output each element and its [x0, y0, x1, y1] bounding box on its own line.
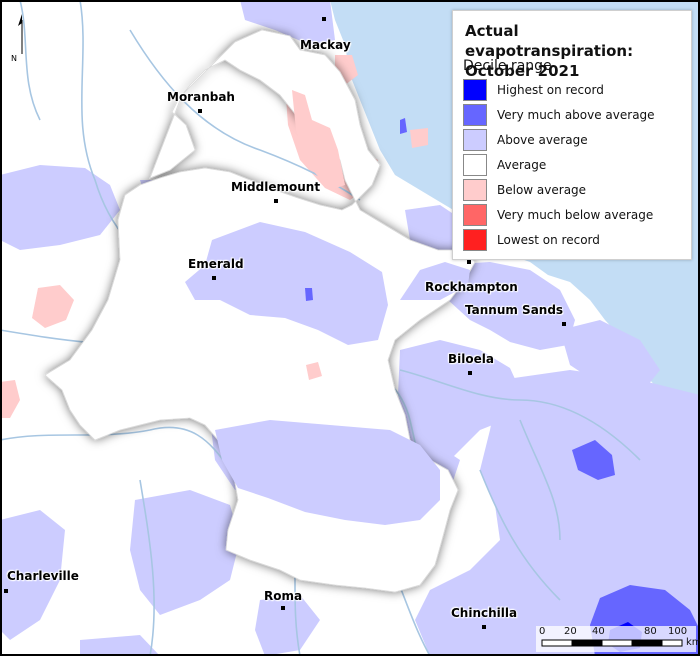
- town-label-chinchilla: Chinchilla: [451, 606, 518, 620]
- scale-unit: km: [686, 637, 700, 648]
- legend-item-average: Average: [463, 153, 546, 177]
- legend-label-lowest: Lowest on record: [497, 233, 600, 247]
- legend-label-very-much-below: Very much below average: [497, 208, 654, 222]
- legend-subtitle: Decile range: [463, 58, 552, 74]
- scale-bar-segments: [541, 639, 683, 647]
- legend-title-line1: Actual evapotranspiration:: [465, 22, 634, 60]
- town-label-moranbah: Moranbah: [167, 90, 235, 104]
- town-marker-roma: [281, 606, 285, 610]
- north-arrow: N: [8, 14, 28, 68]
- catchment-above-average-areas: [185, 222, 470, 525]
- legend-swatch-average: [463, 154, 487, 176]
- legend-item-lowest: Lowest on record: [463, 228, 600, 252]
- legend-item-above: Above average: [463, 128, 588, 152]
- scale-tick-0: 0: [539, 626, 546, 637]
- town-label-middlemount: Middlemount: [231, 180, 321, 194]
- scale-bar: 0 20 40 80 100 km: [536, 626, 700, 652]
- legend-label-average: Average: [497, 158, 547, 172]
- town-marker-chinchilla: [482, 625, 486, 629]
- town-marker-tannum-sands: [562, 322, 566, 326]
- legend-swatch-above: [463, 129, 487, 151]
- legend-item-very-much-above: Very much above average: [463, 103, 655, 127]
- legend-label-highest: Highest on record: [497, 83, 604, 97]
- legend-label-below: Below average: [497, 183, 587, 197]
- legend-swatch-very-much-above: [463, 104, 487, 126]
- legend-swatch-highest: [463, 79, 487, 101]
- town-label-roma: Roma: [264, 589, 303, 603]
- town-marker-middlemount: [274, 199, 278, 203]
- catchment-below-average-spot: [292, 90, 345, 380]
- scale-tick-80: 80: [644, 626, 657, 637]
- legend-label-above: Above average: [497, 133, 588, 147]
- town-label-charleville: Charleville: [7, 569, 79, 583]
- town-marker-emerald: [212, 276, 216, 280]
- town-label-mackay: Mackay: [300, 38, 351, 52]
- scale-tick-40: 40: [592, 626, 605, 637]
- town-marker-charleville: [4, 589, 8, 593]
- legend-swatch-below: [463, 179, 487, 201]
- legend-title: Actual evapotranspiration: October 2021: [465, 21, 691, 81]
- town-marker-rockhampton: [467, 260, 471, 264]
- town-label-tannum-sands: Tannum Sands: [465, 303, 564, 317]
- legend-item-below: Below average: [463, 178, 586, 202]
- legend-title-line2: October 2021: [465, 62, 580, 80]
- catchment-very-much-above-average-spot: [305, 288, 313, 301]
- north-arrow-icon: [18, 14, 23, 54]
- town-marker-moranbah: [198, 109, 202, 113]
- legend-swatch-very-much-below: [463, 204, 487, 226]
- scale-tick-100: 100: [668, 626, 688, 637]
- legend-swatch-lowest: [463, 229, 487, 251]
- legend-item-highest: Highest on record: [463, 78, 604, 102]
- town-marker-biloela: [468, 371, 472, 375]
- north-arrow-label: N: [11, 54, 17, 63]
- town-label-biloela: Biloela: [448, 352, 494, 366]
- legend-label-very-much-above: Very much above average: [497, 108, 655, 122]
- legend-item-very-much-below: Very much below average: [463, 203, 653, 227]
- town-label-emerald: Emerald: [188, 257, 244, 271]
- scale-tick-20: 20: [564, 626, 577, 637]
- town-label-rockhampton: Rockhampton: [425, 280, 518, 294]
- legend: Actual evapotranspiration: October 2021 …: [452, 10, 692, 260]
- town-marker-mackay: [322, 17, 326, 21]
